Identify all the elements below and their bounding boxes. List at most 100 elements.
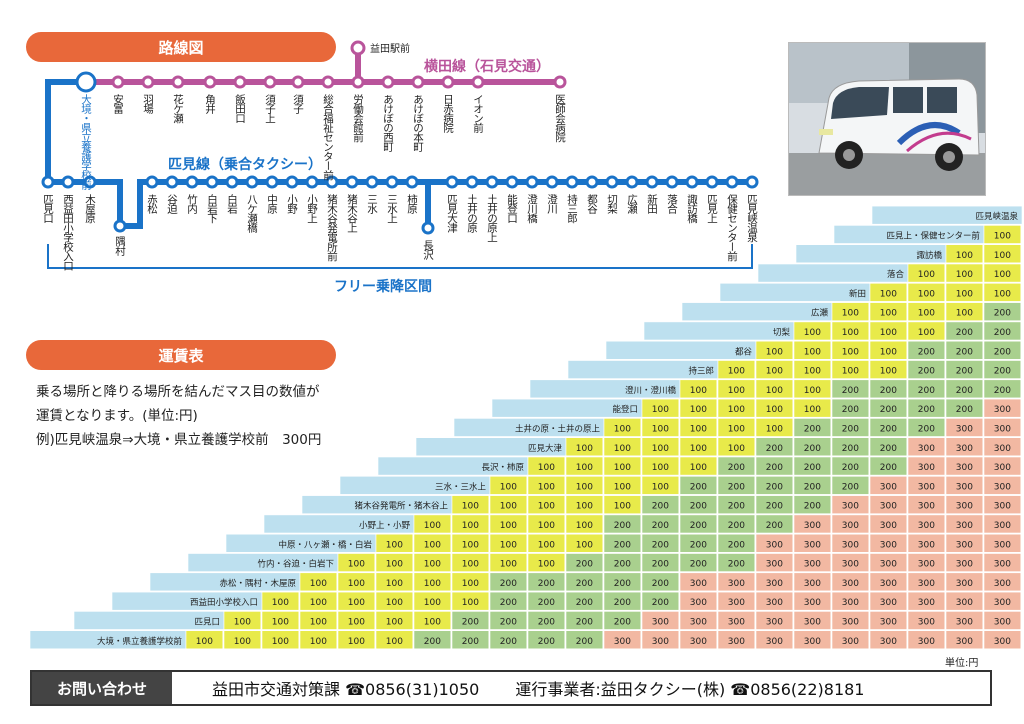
fare-cell: [907, 475, 946, 495]
fare-cell-value: 200: [576, 637, 593, 647]
hikimi-stop-marker: [185, 175, 199, 189]
fare-cell: [945, 302, 984, 322]
hikimi-stop-label: 匹見峡温泉: [746, 194, 758, 242]
fare-cell-value: 100: [386, 618, 403, 628]
fare-cell-value: 200: [728, 463, 745, 473]
fare-cell: [527, 553, 566, 572]
hikimi-stop-label: 西益田小学校入口: [62, 194, 74, 270]
fare-cell-value: 200: [652, 540, 669, 550]
hikimi-stop-label: 小野: [286, 194, 298, 213]
fare-cell: [907, 302, 946, 322]
fare-cell-value: 200: [842, 386, 859, 396]
fare-cell-value: 100: [310, 579, 327, 589]
fare-cell-value: 100: [310, 618, 327, 628]
fare-cell-value: 300: [652, 618, 669, 628]
hikimi-stop-label: 澄川: [546, 194, 558, 213]
fare-cell-value: 100: [880, 309, 897, 319]
hikimi-stop-marker: [745, 175, 759, 189]
fare-cell: [489, 591, 528, 611]
fare-row-label: 持三郎: [688, 366, 714, 377]
fare-cell: [755, 475, 794, 495]
fare-cell-value: 100: [690, 425, 707, 435]
fare-cell: [565, 572, 604, 592]
fare-row-label: 赤松・隅村・木屋原: [219, 578, 296, 589]
fare-cell-value: 200: [804, 463, 821, 473]
fare-cell: [679, 475, 718, 495]
hikimi-stop-label: 匹見上: [706, 194, 718, 223]
fare-row: 新田: [719, 282, 871, 302]
fare-cell-value: 100: [918, 270, 935, 280]
fare-row: 赤松・隅村・木屋原: [149, 572, 301, 592]
fare-row-label: 匹見大津: [528, 443, 563, 454]
fare-cell: [945, 611, 984, 630]
fare-cell: [413, 630, 452, 650]
fare-cell: [375, 630, 414, 650]
fare-cell-value: 300: [614, 637, 631, 647]
fare-cell: [831, 456, 870, 476]
fare-cell-value: 100: [842, 347, 859, 357]
fare-cell-value: 100: [386, 579, 403, 589]
fare-cell: [945, 630, 984, 650]
fare-cell-value: 300: [728, 579, 745, 589]
fare-cell-value: 200: [690, 502, 707, 512]
fare-cell-value: 300: [956, 444, 973, 454]
fare-cell-value: 200: [614, 540, 631, 550]
fare-cell: [527, 475, 566, 495]
fare-cell: [831, 533, 870, 553]
hikimi-stop-label: 能登口: [506, 194, 518, 223]
fare-row: 都谷: [605, 340, 757, 360]
fare-cell-value: 100: [804, 367, 821, 377]
hikimi-stop-label: 白岩: [226, 194, 238, 213]
fare-cell-value: 100: [462, 598, 479, 608]
fare-cell-value: 100: [538, 482, 555, 492]
fare-cell-value: 300: [994, 444, 1011, 454]
fare-cell: [565, 553, 604, 572]
fare-row: 三水・三水上: [339, 475, 491, 495]
fare-cell: [945, 282, 984, 302]
fare-cell: [869, 533, 908, 553]
fare-cell: [945, 244, 984, 264]
fare-cell-value: 100: [272, 598, 289, 608]
fare-cell: [983, 244, 1022, 264]
hikimi-stop-marker: [465, 175, 479, 189]
fare-cell-value: 300: [766, 540, 783, 550]
yokota-stop-marker: [203, 75, 217, 89]
fare-cell-value: 300: [956, 579, 973, 589]
contact-footer: お問い合わせ 益田市交通対策課 ☎0856(31)1050 運行事業者:益田タク…: [30, 670, 992, 706]
fare-cell: [907, 340, 946, 360]
fare-cell-value: 100: [880, 347, 897, 357]
fare-cell-value: 100: [576, 482, 593, 492]
hikimi-stop-marker: [665, 175, 679, 189]
fare-cell-value: 300: [690, 598, 707, 608]
fare-cell: [983, 263, 1022, 283]
fare-cell: [489, 553, 528, 572]
hikimi-stop-marker: [505, 175, 519, 189]
fare-cell-value: 200: [462, 618, 479, 628]
fare-cell-value: 300: [652, 637, 669, 647]
fare-cell: [641, 572, 680, 592]
fare-cell-value: 100: [538, 502, 555, 512]
fare-cell-value: 200: [956, 328, 973, 338]
fare-cell: [793, 572, 832, 592]
fare-cell-value: 100: [386, 598, 403, 608]
fare-cell-value: 200: [918, 386, 935, 396]
hikimi-stop-marker: [145, 175, 159, 189]
fare-cell: [641, 495, 680, 515]
fare-cell-value: 100: [918, 328, 935, 338]
fare-cell-value: 300: [994, 598, 1011, 608]
fare-cell: [717, 591, 756, 611]
fare-cell-value: 100: [804, 386, 821, 396]
fare-cell-value: 200: [842, 463, 859, 473]
fare-cell: [945, 495, 984, 515]
fare-cell: [907, 456, 946, 476]
fare-cell-value: 300: [804, 618, 821, 628]
fare-cell-value: 200: [462, 637, 479, 647]
fare-cell: [565, 437, 604, 457]
fare-cell: [603, 475, 642, 495]
fare-cell: [641, 591, 680, 611]
fare-cell: [983, 611, 1022, 630]
fare-cell: [983, 225, 1022, 244]
fare-cell-value: 300: [918, 521, 935, 531]
fare-cell-value: 200: [652, 579, 669, 589]
fare-cell: [831, 321, 870, 341]
